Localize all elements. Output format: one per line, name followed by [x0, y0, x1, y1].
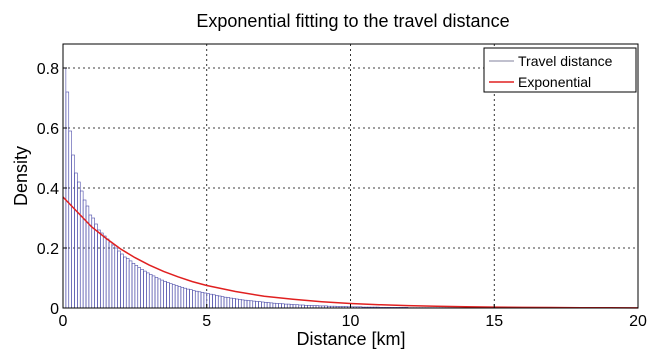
gridlines — [63, 44, 638, 308]
histogram-bar — [163, 280, 167, 309]
histogram-bar — [79, 190, 84, 309]
y-tick-label: 0.8 — [37, 61, 59, 78]
histogram-bar — [255, 301, 259, 309]
y-tick-label: 0.6 — [37, 121, 59, 138]
histogram-bar — [105, 238, 110, 309]
histogram-bar — [143, 270, 147, 309]
histogram-bar — [108, 241, 113, 309]
histogram-bar — [258, 301, 262, 309]
x-tick-label: 20 — [629, 313, 647, 330]
histogram-bar — [272, 302, 277, 309]
histogram-bar — [284, 303, 288, 309]
histogram-bar — [120, 253, 124, 309]
histogram-bar — [174, 285, 179, 309]
histogram-bar — [114, 247, 118, 309]
histogram-bar — [232, 298, 236, 309]
histogram-bar — [91, 217, 95, 309]
histogram-bar — [238, 298, 242, 309]
y-tick-label: 0.4 — [37, 181, 59, 198]
histogram-bar — [286, 303, 291, 309]
histogram-bar — [263, 301, 268, 309]
histogram-bar — [209, 293, 213, 309]
histogram-bar — [177, 286, 182, 309]
histogram-bar — [151, 275, 156, 309]
x-tick-label: 5 — [202, 313, 211, 330]
histogram-bar — [194, 290, 199, 309]
legend-label: Exponential — [518, 74, 591, 90]
histogram-bar — [88, 214, 93, 309]
histogram-bar — [128, 260, 133, 309]
histogram-bar — [235, 298, 239, 309]
histogram-bar — [148, 274, 153, 309]
histogram-bar — [192, 290, 196, 309]
histogram-bar — [226, 297, 231, 309]
histogram-bar — [217, 295, 222, 309]
histogram-bar — [74, 172, 78, 309]
histogram-bar — [246, 300, 251, 309]
histogram-bar — [94, 223, 98, 309]
y-tick-label: 0.2 — [37, 241, 59, 258]
histogram-bar — [289, 304, 294, 309]
histogram-bar — [102, 235, 107, 309]
histogram-bar — [131, 262, 136, 309]
histogram-bar — [212, 294, 216, 309]
histogram-bar — [157, 278, 162, 309]
histogram-bar — [154, 277, 159, 309]
histogram-bar — [134, 265, 139, 309]
exponential-fit-line — [62, 196, 639, 309]
histogram-bar — [180, 286, 185, 309]
histogram-bar — [171, 284, 176, 309]
x-tick-label: 15 — [485, 313, 503, 330]
histogram-bar — [189, 289, 193, 309]
x-tick-label: 10 — [342, 313, 360, 330]
x-axis-label: Distance [km] — [296, 329, 405, 349]
histogram-bar — [243, 299, 248, 309]
histogram-bar — [215, 295, 219, 309]
legend: Travel distance Exponential — [483, 47, 637, 93]
histogram-bar — [111, 244, 116, 309]
histogram-bar — [223, 296, 228, 309]
histogram-bar — [68, 130, 72, 309]
histogram-bar — [160, 279, 164, 309]
axis-ticks: 0 5 10 15 20 0 0.2 0.4 0.6 0.8 — [37, 61, 647, 330]
y-tick-label: 0 — [50, 301, 59, 318]
histogram-bar — [220, 296, 225, 309]
histogram-bar — [117, 250, 121, 309]
histogram-bar — [140, 268, 144, 309]
histogram-bar — [186, 288, 190, 309]
histogram-bar — [100, 232, 104, 309]
histogram-bar — [240, 299, 245, 309]
histogram-bar — [261, 301, 265, 309]
histogram-bar — [197, 291, 202, 309]
histogram-bar — [229, 297, 233, 309]
histogram-bar — [269, 302, 274, 309]
histogram-bar — [249, 300, 254, 309]
histogram-bar — [97, 229, 101, 309]
histogram-bar — [183, 287, 187, 309]
x-tick-label: 0 — [59, 313, 68, 330]
histogram-bar — [200, 292, 205, 309]
legend-label: Travel distance — [518, 53, 613, 69]
histogram-bar — [125, 258, 130, 309]
histogram-bar — [266, 302, 271, 309]
histogram-bar — [169, 283, 173, 309]
histogram-bar — [123, 256, 127, 309]
histogram-bar — [137, 267, 141, 309]
histogram-bar — [71, 154, 75, 309]
histogram-bar — [77, 181, 81, 309]
histogram-bar — [166, 282, 170, 309]
histogram-bar — [146, 272, 150, 309]
histogram-bar — [278, 303, 282, 309]
y-axis-label: Density — [11, 146, 31, 206]
chart-title: Exponential fitting to the travel distan… — [196, 11, 509, 31]
histogram-bar — [275, 303, 279, 309]
histogram-bar — [82, 199, 87, 309]
histogram-bar — [281, 303, 285, 309]
histogram-bar — [252, 300, 256, 309]
legend-box — [483, 47, 637, 93]
